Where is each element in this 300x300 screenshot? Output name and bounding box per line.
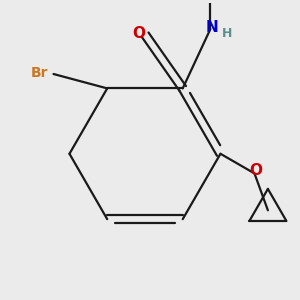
Text: N: N xyxy=(205,20,218,35)
Text: O: O xyxy=(132,26,146,41)
Text: H: H xyxy=(221,27,232,40)
Text: Br: Br xyxy=(31,66,48,80)
Text: O: O xyxy=(249,164,262,178)
